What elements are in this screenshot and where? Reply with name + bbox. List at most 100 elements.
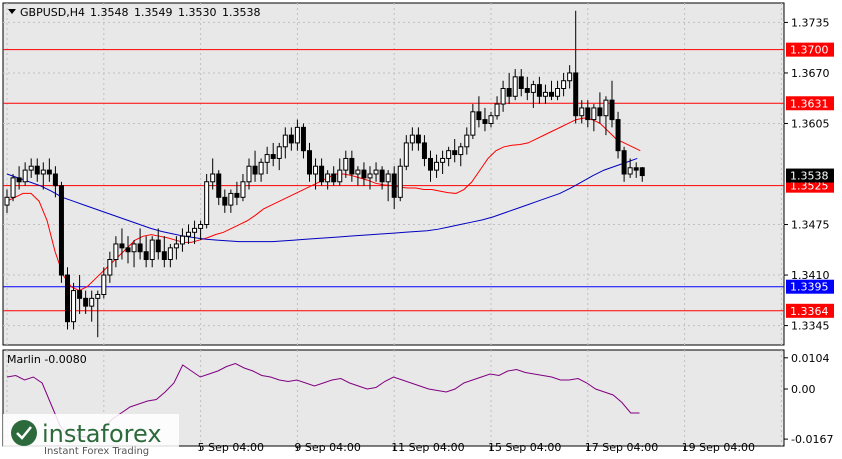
candle	[518, 69, 524, 97]
y-tick-label: 1.3345	[791, 320, 830, 333]
candle-body	[567, 72, 573, 82]
candle	[4, 189, 10, 213]
candle	[46, 158, 52, 182]
candle-body	[530, 84, 536, 93]
candle-body	[155, 239, 161, 253]
candle	[240, 174, 246, 202]
candle	[313, 158, 319, 190]
sub-y-tick-label: -0.0167	[791, 433, 833, 446]
candle-body	[639, 167, 645, 177]
candle	[325, 170, 331, 190]
current-price-label: 1.3538	[790, 170, 829, 183]
level-tag	[786, 42, 834, 57]
x-tick-label: 15 Sep 04:00	[488, 441, 561, 454]
candle-body	[28, 165, 34, 171]
candle-body	[264, 154, 270, 163]
candle-body	[536, 84, 542, 97]
candle-body	[101, 274, 107, 295]
candle	[276, 142, 282, 171]
candle	[186, 224, 191, 244]
y-tick-label: 1.3605	[791, 117, 830, 130]
candle-body	[343, 157, 349, 171]
candle-body	[403, 142, 409, 167]
candle	[125, 236, 131, 264]
x-tick-label: 17 Sep 04:00	[585, 441, 658, 454]
candle	[319, 158, 325, 186]
candle-body	[192, 227, 198, 233]
y-tick-label: 1.3735	[791, 16, 830, 29]
candle-body	[143, 251, 149, 261]
candle-body	[331, 173, 337, 183]
candle	[458, 142, 464, 167]
candle-body	[222, 196, 228, 206]
level-tag	[786, 96, 834, 111]
candle	[58, 181, 64, 283]
candle	[246, 158, 252, 190]
candle-body	[83, 297, 89, 307]
candle-body	[421, 142, 427, 159]
candle-body	[446, 150, 452, 159]
candle	[482, 107, 488, 132]
candle-body	[300, 126, 306, 152]
candle	[258, 158, 264, 182]
x-tick-label: 9 Sep 04:00	[294, 441, 360, 454]
candle	[615, 111, 621, 159]
candle-body	[434, 161, 440, 171]
candle-body	[373, 169, 379, 175]
candle-body	[609, 99, 615, 121]
candle	[627, 158, 633, 178]
candle-body	[573, 72, 579, 117]
candle-body	[58, 185, 64, 276]
candle-body	[585, 107, 591, 121]
candle-body	[591, 107, 597, 121]
candle	[452, 139, 458, 163]
candle	[633, 162, 639, 178]
ohlc-open: 1.3548	[90, 6, 129, 19]
candle	[434, 154, 440, 178]
candle	[494, 96, 500, 120]
candle	[500, 80, 506, 112]
candle	[561, 72, 567, 97]
candle	[440, 150, 446, 174]
candle-body	[186, 231, 191, 237]
candle-body	[319, 165, 325, 183]
candle	[464, 127, 470, 155]
level-tag-label: 1.3525	[790, 180, 829, 193]
candle-body	[258, 161, 264, 175]
candle	[210, 158, 216, 190]
candle	[228, 189, 234, 213]
candle	[379, 166, 385, 190]
candle	[52, 166, 58, 198]
candle	[367, 166, 373, 190]
x-tick-label: 5 Sep 04:00	[198, 441, 264, 454]
candle	[137, 228, 143, 260]
candle	[95, 290, 101, 338]
candle-body	[488, 115, 494, 124]
dropdown-triangle-icon[interactable]	[8, 9, 16, 14]
level-tag-label: 1.3364	[790, 305, 829, 318]
candle-body	[561, 80, 567, 89]
candle	[403, 135, 409, 171]
candle	[216, 170, 222, 206]
candle	[300, 123, 306, 159]
candle-body	[234, 192, 240, 198]
candle	[77, 275, 83, 314]
candle-body	[282, 134, 288, 148]
candle-body	[198, 224, 204, 229]
candle	[40, 162, 46, 190]
candle-body	[179, 235, 185, 245]
ohlc-high: 1.3549	[134, 6, 173, 19]
candle-body	[10, 177, 16, 198]
candle	[252, 150, 258, 182]
candle	[524, 76, 530, 101]
level-tag-label: 1.3631	[790, 97, 829, 110]
candle-body	[46, 169, 52, 175]
candle	[579, 100, 585, 124]
candle	[470, 104, 476, 140]
candle	[288, 127, 294, 151]
candle-body	[276, 146, 282, 159]
y-tick-label: 1.3670	[791, 67, 830, 80]
candle-body	[615, 119, 621, 152]
candle-body	[415, 134, 421, 144]
candle	[415, 127, 421, 151]
